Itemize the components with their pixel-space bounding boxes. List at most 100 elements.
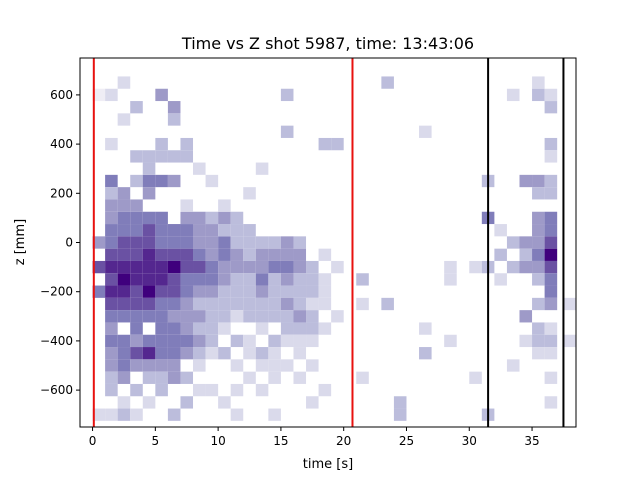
heatmap-cell xyxy=(142,174,156,188)
heatmap-cell xyxy=(105,273,118,286)
heatmap-cell xyxy=(532,236,545,249)
heatmap-cell xyxy=(205,334,219,348)
x-tick-label: 20 xyxy=(336,434,351,448)
heatmap-cell xyxy=(117,187,131,200)
heatmap-cell xyxy=(506,236,520,249)
heatmap-cell xyxy=(205,236,219,249)
heatmap-cell xyxy=(142,162,156,175)
heatmap-cell xyxy=(218,322,231,335)
heatmap-cell xyxy=(519,248,533,261)
heatmap-cell xyxy=(218,396,231,409)
heatmap-cell xyxy=(155,248,168,261)
heatmap-cell xyxy=(419,322,432,335)
heatmap-cell xyxy=(544,322,558,335)
y-tick-label: 400 xyxy=(50,137,73,151)
heatmap-cell xyxy=(506,359,520,372)
heatmap-cell xyxy=(105,137,118,151)
heatmap-cell xyxy=(218,347,231,360)
heatmap-cell xyxy=(142,273,156,286)
heatmap-cell xyxy=(563,297,576,311)
heatmap-cell xyxy=(532,347,545,360)
heatmap-cell xyxy=(544,236,558,249)
chart-title: Time vs Z shot 5987, time: 13:43:06 xyxy=(181,34,474,53)
heatmap-cell xyxy=(230,224,244,237)
heatmap-cell xyxy=(105,211,118,225)
heatmap-cell xyxy=(180,334,194,348)
heatmap-cell xyxy=(532,334,545,348)
heatmap-cell xyxy=(167,236,181,249)
heatmap-cell xyxy=(92,236,106,249)
heatmap-cell xyxy=(142,285,156,298)
heatmap-cell xyxy=(155,334,168,348)
heatmap-cell xyxy=(243,334,256,348)
heatmap-cell xyxy=(469,260,482,274)
heatmap-cell xyxy=(519,236,533,249)
y-tick-label: 200 xyxy=(50,186,73,200)
heatmap-cell xyxy=(255,347,269,360)
heatmap-cell xyxy=(105,297,118,311)
heatmap-cell xyxy=(142,236,156,249)
heatmap-cell xyxy=(117,199,131,212)
heatmap-cell xyxy=(155,137,168,151)
heatmap-cell xyxy=(230,334,244,348)
x-tick-label: 30 xyxy=(462,434,477,448)
y-tick-label: −400 xyxy=(40,334,73,348)
heatmap-cell xyxy=(117,347,131,360)
heatmap-cell xyxy=(142,211,156,225)
x-tick-label: 10 xyxy=(210,434,225,448)
heatmap-cell xyxy=(193,383,206,397)
heatmap-cell xyxy=(167,310,181,323)
heatmap-cell xyxy=(142,187,156,200)
heatmap-cell xyxy=(243,260,256,274)
x-tick-label: 15 xyxy=(273,434,288,448)
heatmap-cell xyxy=(544,396,558,409)
heatmap-cells xyxy=(92,76,576,421)
heatmap-cell xyxy=(469,371,482,384)
heatmap-cell xyxy=(519,174,533,188)
heatmap-cell xyxy=(280,310,294,323)
heatmap-cell xyxy=(105,174,118,188)
heatmap-cell xyxy=(243,236,256,249)
y-axis: −600 −400 −200 0 200 400 600 xyxy=(40,88,80,397)
heatmap-cell xyxy=(563,334,576,348)
heatmap-cell xyxy=(381,76,394,89)
heatmap-cell xyxy=(268,334,281,348)
heatmap-cell xyxy=(105,224,118,237)
heatmap-cell xyxy=(306,322,319,335)
heatmap-cell xyxy=(280,88,294,102)
heatmap-cell xyxy=(243,371,256,384)
heatmap-cell xyxy=(519,310,533,323)
heatmap-cell xyxy=(130,174,143,188)
heatmap-cell xyxy=(180,371,194,384)
heatmap-cell xyxy=(155,322,168,335)
heatmap-cell xyxy=(167,297,181,311)
heatmap-cell xyxy=(544,137,558,151)
plot-area xyxy=(79,57,577,428)
heatmap-cell xyxy=(532,224,545,237)
heatmap-cell xyxy=(255,236,269,249)
heatmap-cell xyxy=(356,371,369,384)
heatmap-cell xyxy=(105,334,118,348)
heatmap-cell xyxy=(293,297,307,311)
heatmap-cell xyxy=(92,88,106,102)
heatmap-cell xyxy=(205,310,219,323)
heatmap-cell xyxy=(255,310,269,323)
heatmap-cell xyxy=(218,199,231,212)
heatmap-cell xyxy=(167,150,181,163)
x-axis-label: time [s] xyxy=(303,457,353,472)
heatmap-cell xyxy=(218,285,231,298)
heatmap-cell xyxy=(243,285,256,298)
heatmap-cell xyxy=(280,125,294,138)
heatmap-cell xyxy=(306,359,319,372)
heatmap-cell xyxy=(506,260,520,274)
heatmap-cell xyxy=(218,248,231,261)
heatmap-cell xyxy=(117,76,131,89)
heatmap-cell xyxy=(193,211,206,225)
heatmap-cell xyxy=(167,408,181,421)
heatmap-cell xyxy=(142,371,156,384)
heatmap-cell xyxy=(167,285,181,298)
heatmap-cell xyxy=(255,273,269,286)
heatmap-cell xyxy=(167,347,181,360)
heatmap-cell xyxy=(331,137,344,151)
heatmap-cell xyxy=(205,297,219,311)
